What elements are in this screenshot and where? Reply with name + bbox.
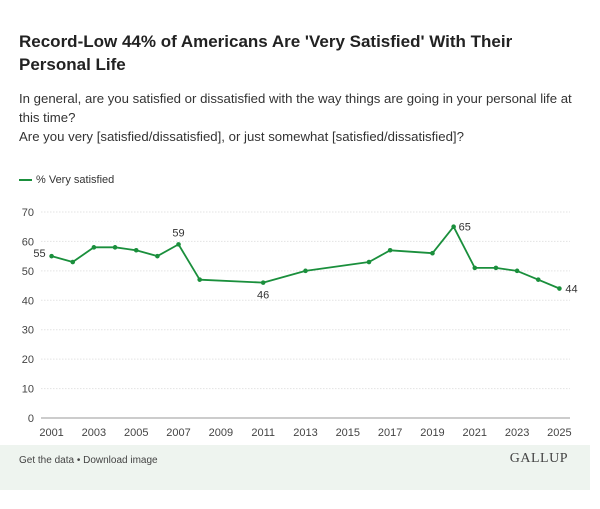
line-chart: 0 10 20 30 40 50 60 70 2001 2003 2005 2007 2009 2011 2… <box>22 207 578 439</box>
series-line <box>51 225 560 290</box>
data-point <box>70 259 76 265</box>
x-tick-label: 2025 <box>547 427 571 439</box>
data-point <box>49 253 54 259</box>
data-point <box>197 277 202 282</box>
x-tick-label: 2001 <box>39 427 63 439</box>
data-point <box>472 265 478 271</box>
y-tick-label: 0 <box>28 413 34 425</box>
subtitle-question-2: Are you very [satisfied/dissatisfied], o… <box>19 129 464 144</box>
x-tick-label: 2019 <box>420 427 444 439</box>
x-tick-label: 2017 <box>378 427 402 439</box>
data-point <box>176 242 181 247</box>
y-tick-label: 20 <box>22 354 34 366</box>
data-point <box>514 268 520 274</box>
data-point <box>91 245 97 250</box>
x-tick-label: 2013 <box>293 427 317 439</box>
data-label: 59 <box>172 227 184 239</box>
data-point <box>303 268 308 274</box>
x-tick-label: 2009 <box>209 427 233 439</box>
footer-band <box>0 445 590 490</box>
x-tick-label: 2005 <box>124 427 148 439</box>
data-point <box>366 259 372 265</box>
data-label: 46 <box>257 290 269 302</box>
data-point <box>557 286 562 291</box>
y-tick-label: 10 <box>22 384 34 396</box>
gallup-logo: GALLUP <box>509 451 568 466</box>
footer-separator: • <box>74 455 84 466</box>
footer-links: Get the data • Download image <box>19 455 158 466</box>
data-point <box>133 247 139 253</box>
data-point <box>430 250 435 256</box>
x-tick-label: 2003 <box>82 427 106 439</box>
legend: % Very satisfied <box>19 174 114 186</box>
download-image-link[interactable]: Download image <box>83 455 158 466</box>
x-tick-label: 2007 <box>166 427 190 439</box>
data-label: 55 <box>33 248 45 260</box>
x-tick-label: 2015 <box>336 427 360 439</box>
get-data-link[interactable]: Get the data <box>19 455 75 466</box>
chart-subtitle: In general, are you satisfied or dissati… <box>19 89 574 146</box>
legend-label: % Very satisfied <box>36 174 115 186</box>
x-tick-label: 2021 <box>463 427 487 439</box>
data-label: 44 <box>565 284 577 296</box>
data-point <box>535 277 541 282</box>
data-point <box>387 247 393 253</box>
x-tick-label: 2011 <box>251 427 275 439</box>
y-tick-label: 60 <box>22 236 34 248</box>
data-point <box>451 224 456 230</box>
subtitle-question-1: In general, are you satisfied or dissati… <box>19 91 572 125</box>
y-tick-label: 30 <box>22 325 34 337</box>
chart-title: Record-Low 44% of Americans Are 'Very Sa… <box>19 32 513 74</box>
data-point <box>112 245 118 250</box>
data-point <box>155 253 160 259</box>
y-tick-label: 40 <box>22 295 34 307</box>
legend-line-icon <box>19 179 32 181</box>
x-tick-label: 2023 <box>505 427 529 439</box>
chart-card: Record-Low 44% of Americans Are 'Very Sa… <box>0 32 590 490</box>
y-tick-label: 50 <box>22 266 34 278</box>
data-point <box>493 265 499 271</box>
data-label: 65 <box>459 222 471 234</box>
data-point <box>260 280 266 285</box>
y-tick-label: 70 <box>22 207 34 219</box>
